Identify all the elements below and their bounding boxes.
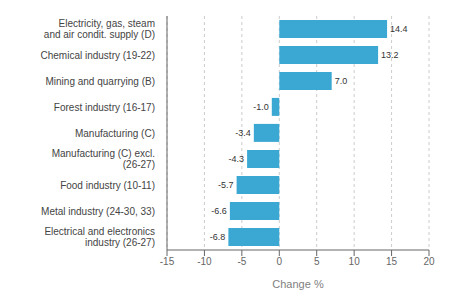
svg-text:15: 15 bbox=[386, 256, 398, 267]
svg-text:Mining and quarrying (B): Mining and quarrying (B) bbox=[46, 76, 156, 87]
svg-text:Chemical industry (19-22): Chemical industry (19-22) bbox=[41, 50, 156, 61]
svg-text:-1.0: -1.0 bbox=[253, 102, 269, 112]
svg-text:-6.6: -6.6 bbox=[211, 206, 227, 216]
svg-text:Electricity, gas, steamand air: Electricity, gas, steamand air condit. s… bbox=[44, 18, 155, 40]
svg-text:-5.7: -5.7 bbox=[218, 180, 234, 190]
svg-text:14.4: 14.4 bbox=[390, 24, 408, 34]
svg-text:-15: -15 bbox=[160, 256, 175, 267]
svg-text:0: 0 bbox=[277, 256, 283, 267]
svg-text:10: 10 bbox=[349, 256, 361, 267]
svg-text:13.2: 13.2 bbox=[381, 50, 399, 60]
svg-text:-4.3: -4.3 bbox=[229, 154, 245, 164]
svg-text:Change %: Change % bbox=[272, 278, 324, 290]
svg-text:Manufacturing (C): Manufacturing (C) bbox=[75, 128, 155, 139]
svg-text:Manufacturing (C) excl.(26-27): Manufacturing (C) excl.(26-27) bbox=[52, 148, 155, 170]
svg-text:7.0: 7.0 bbox=[335, 76, 348, 86]
svg-text:Forest industry (16-17): Forest industry (16-17) bbox=[54, 102, 155, 113]
svg-text:Metal industry (24-30, 33): Metal industry (24-30, 33) bbox=[41, 206, 155, 217]
svg-text:-10: -10 bbox=[197, 256, 212, 267]
svg-text:20: 20 bbox=[423, 256, 435, 267]
svg-text:-6.8: -6.8 bbox=[210, 232, 226, 242]
svg-text:Food industry (10-11): Food industry (10-11) bbox=[60, 180, 155, 191]
svg-text:-5: -5 bbox=[237, 256, 246, 267]
svg-text:Electrical and electronicsindu: Electrical and electronicsindustry (26-2… bbox=[44, 226, 155, 248]
svg-text:-3.4: -3.4 bbox=[235, 128, 251, 138]
svg-text:5: 5 bbox=[314, 256, 320, 267]
